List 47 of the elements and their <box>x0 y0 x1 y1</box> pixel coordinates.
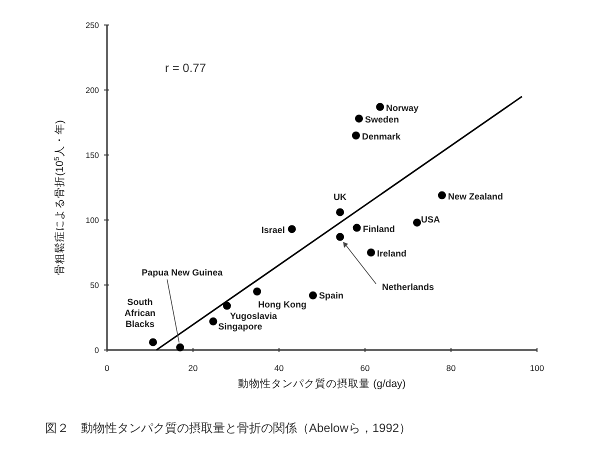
point <box>336 232 344 241</box>
x-tick-label: 40 <box>274 363 284 373</box>
point <box>438 191 446 200</box>
point <box>352 132 360 140</box>
point <box>336 208 344 216</box>
point <box>149 338 158 346</box>
annotation: Ireland <box>377 248 407 258</box>
annotation: Netherlands <box>382 282 434 292</box>
point <box>413 218 422 227</box>
point <box>176 343 184 352</box>
point <box>352 224 361 232</box>
x-tick-label: 60 <box>360 363 370 373</box>
annotation: Spain <box>318 290 344 300</box>
annotation: Singapore <box>218 321 262 332</box>
point <box>308 291 317 300</box>
annotation: Papua New Guinea <box>142 267 224 278</box>
point <box>354 114 363 123</box>
annotation: Finland <box>362 224 395 234</box>
point <box>367 248 376 256</box>
y-tick-label: 50 <box>90 281 100 290</box>
point <box>209 317 218 326</box>
annotation: Yugoslavia <box>230 310 278 321</box>
annotation: Norway <box>386 102 419 113</box>
x-axis-title: 動物性タンパク質の摂取量 (g/day) <box>238 377 406 390</box>
point <box>222 302 231 310</box>
y-tick-label: 250 <box>86 21 100 30</box>
caption: 図２ 動物性タンパク質の摂取量と骨折の関係（Abelowら，1992） <box>45 421 412 435</box>
y-tick-label: 100 <box>86 216 100 225</box>
x-tick-label: 0 <box>104 363 110 373</box>
annotation: South African Blacks <box>124 297 156 330</box>
annotation: New Zealand <box>448 191 503 202</box>
annotation: Israel <box>261 225 285 236</box>
annotation: USA <box>421 214 441 225</box>
y-tick-label: 200 <box>86 86 100 95</box>
x-tick-label: 80 <box>446 363 456 373</box>
annotation: Sweden <box>364 114 399 125</box>
annotation: Hong Kong <box>258 300 307 310</box>
annotation: Denmark <box>362 132 402 142</box>
x-tick-label: 100 <box>530 363 544 373</box>
annotation: r = 0.77 <box>165 61 206 75</box>
annotation: UK <box>334 192 348 202</box>
point <box>288 225 296 234</box>
point <box>253 288 262 296</box>
y-tick-label: 0 <box>94 346 100 355</box>
point <box>376 102 384 111</box>
y-tick-label: 150 <box>86 151 100 160</box>
x-tick-label: 20 <box>188 363 198 373</box>
